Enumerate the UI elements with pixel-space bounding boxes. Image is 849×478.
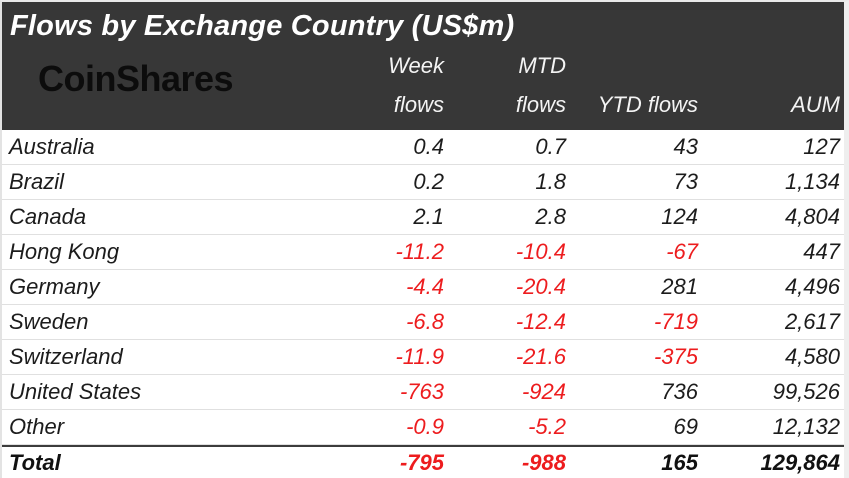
week-flows-cell: -11.9 [395,344,444,369]
ytd-flows-cell: 124 [661,204,698,229]
column-header-aum: AUM [791,91,840,117]
ytd-flows-cell: 281 [661,274,698,299]
column-header-week-line1: Week [388,53,444,78]
column-header-mtd-flows: MTD flows [448,47,570,124]
week-flows-cell: -0.9 [406,414,444,439]
week-flows-cell: -763 [399,379,444,404]
aum-cell: 127 [803,134,840,159]
country-cell: Germany [9,274,100,299]
mtd-flows-cell: -21.6 [515,344,566,369]
country-cell: United States [9,379,142,404]
country-cell: Other [9,414,65,439]
coinshares-logo: CoinShares [38,57,234,99]
country-cell: Australia [9,134,95,159]
aum-cell: 2,617 [784,309,840,334]
week-flows-cell: -6.8 [406,309,444,334]
aum-cell: 4,580 [784,344,840,369]
table-row: Brazil 0.2 1.8 73 1,134 [2,165,844,200]
table-row: Sweden -6.8 -12.4 -719 2,617 [2,305,844,340]
week-flows-cell: 0.4 [413,134,444,159]
aum-cell: 1,134 [784,169,840,194]
table-body: Australia 0.4 0.7 43 127 Brazil 0.2 1.8 … [2,130,844,478]
mtd-flows-cell: -20.4 [515,274,566,299]
table-row: Canada 2.1 2.8 124 4,804 [2,200,844,235]
aum-cell: 4,804 [784,204,840,229]
mtd-flows-cell: 0.7 [535,134,566,159]
table-row: Australia 0.4 0.7 43 127 [2,130,844,165]
mtd-flows-cell: 2.8 [535,204,566,229]
mtd-flows-cell: -10.4 [515,239,566,264]
column-header-ytd-flows: YTD flows [597,91,698,117]
aum-cell: 4,496 [784,274,840,299]
country-cell: Switzerland [9,344,123,369]
total-label: Total [9,449,61,475]
page-title: Flows by Exchange Country (US$m) [10,10,515,42]
week-flows-cell: 2.1 [413,204,444,229]
mtd-flows-cell: -924 [521,379,566,404]
ytd-flows-cell: 69 [673,414,698,439]
column-header-week-flows: Week flows [317,47,448,124]
column-header-mtd-line2: flows [515,91,566,117]
country-cell: Hong Kong [9,239,120,264]
mtd-flows-cell: -12.4 [515,309,566,334]
ytd-flows-cell: 736 [661,379,698,404]
table-total-row: Total -795 -988 165 129,864 [2,445,844,478]
mtd-flows-cell: 1.8 [535,169,566,194]
country-cell: Canada [9,204,87,229]
column-header-mtd-line1: MTD [518,53,566,78]
aum-cell: 99,526 [772,379,840,404]
table-header-band: Flows by Exchange Country (US$m) CoinSha… [2,2,844,130]
ytd-flows-cell: -719 [653,309,698,334]
total-week-flows-cell: -795 [399,449,444,475]
country-cell: Sweden [9,309,89,334]
total-mtd-flows-cell: -988 [521,449,566,475]
table-row: Switzerland -11.9 -21.6 -375 4,580 [2,340,844,375]
column-header-row: CoinShares Week flows MTD flows YTD flow… [2,41,844,130]
column-header-week-line2: flows [393,91,444,117]
ytd-flows-cell: -375 [653,344,698,369]
aum-cell: 447 [803,239,840,264]
table-row: Germany -4.4 -20.4 281 4,496 [2,270,844,305]
table-row: Hong Kong -11.2 -10.4 -67 447 [2,235,844,270]
total-ytd-flows-cell: 165 [661,449,698,475]
week-flows-cell: 0.2 [413,169,444,194]
ytd-flows-cell: 73 [673,169,698,194]
table-row: Other -0.9 -5.2 69 12,132 [2,410,844,445]
week-flows-cell: -11.2 [395,239,444,264]
table-row: United States -763 -924 736 99,526 [2,375,844,410]
week-flows-cell: -4.4 [406,274,444,299]
ytd-flows-cell: -67 [666,239,698,264]
mtd-flows-cell: -5.2 [528,414,566,439]
aum-cell: 12,132 [772,414,840,439]
country-cell: Brazil [9,169,65,194]
ytd-flows-cell: 43 [673,134,698,159]
total-aum-cell: 129,864 [760,449,840,475]
